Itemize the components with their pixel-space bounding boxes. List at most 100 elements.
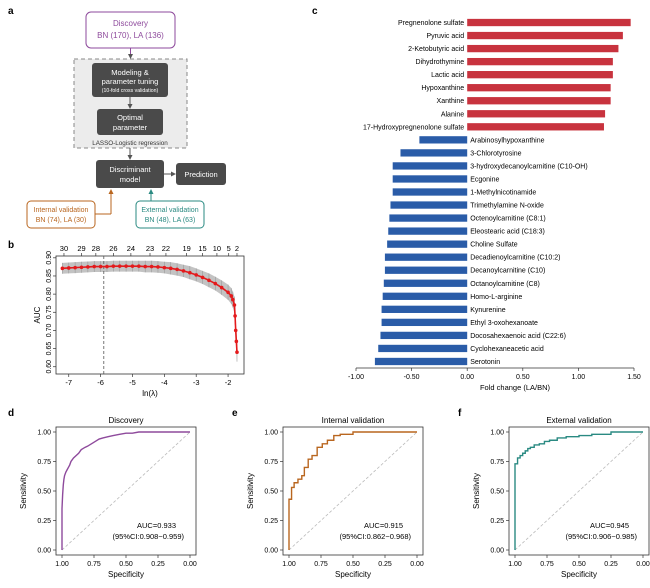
roc-external-chart: External validation 0.00 0.25 0.50 0.75 1.00 1…	[472, 416, 650, 579]
ci-text: (95%CI:0.906−0.985)	[565, 532, 637, 541]
diagonal-reference	[288, 431, 418, 551]
bar	[467, 57, 613, 66]
y-tick-label: 0.75	[46, 305, 53, 319]
chart-title: External validation	[546, 416, 611, 425]
category-label: Decanoylcarnitine (C10)	[470, 268, 545, 275]
bar	[389, 214, 468, 222]
y-tick-label: 0.00	[37, 548, 51, 555]
internal-title: Internal validation	[34, 207, 89, 214]
bar	[392, 162, 468, 170]
lasso-auc-chart: 0.60 0.65 0.70 0.75 0.80 0.85 0.90 -7 -6 -5 -4 -3 -2…	[33, 244, 245, 398]
x-tick-label: 1.50	[627, 374, 641, 381]
bar	[392, 188, 468, 196]
discriminant-box	[96, 160, 164, 188]
auc-text: AUC=0.945	[590, 521, 629, 530]
x-tick-label: 0.50	[346, 561, 360, 568]
category-label: Xanthine	[437, 98, 465, 105]
ci-text: (95%CI:0.908−0.959)	[112, 532, 184, 541]
category-label: Pregnenolone sulfate	[398, 20, 464, 27]
discriminant-line1: Discriminant	[109, 165, 151, 174]
category-label: 17-Hydroxypregnenolone sulfate	[363, 124, 464, 131]
bar	[467, 44, 619, 53]
category-label: Pyruvic acid	[426, 33, 464, 40]
modeling-line1: Modeling &	[111, 68, 149, 77]
external-title: External validation	[141, 207, 198, 214]
top-tick-label: 10	[213, 244, 221, 253]
external-box	[135, 200, 205, 229]
y-tick-label: 0.60	[46, 360, 53, 374]
x-tick-label: 0.50	[572, 561, 586, 568]
roc-internal-chart: Internal validation 0.00 0.25 0.50 0.75 1.00 1…	[246, 416, 424, 579]
y-tick-label: 0.75	[490, 459, 504, 466]
discovery-box	[85, 11, 176, 49]
ci-text: (95%CI:0.862−0.968)	[339, 532, 411, 541]
y-tick-label: 0.25	[490, 518, 504, 525]
top-tick-label: 23	[146, 244, 154, 253]
x-axis-label: Fold change (LA/BN)	[480, 383, 551, 392]
y-tick-label: 0.75	[264, 459, 278, 466]
category-label: Ethyl 3-oxohexanoate	[470, 320, 538, 327]
prediction-box	[176, 163, 226, 185]
bar	[419, 136, 468, 144]
top-tick-label: 15	[198, 244, 206, 253]
y-tick-label: 0.00	[264, 548, 278, 555]
y-tick-label: 1.00	[37, 430, 51, 437]
category-label: Eleostearic acid (C18:3)	[470, 229, 545, 236]
auc-text: AUC=0.933	[137, 521, 176, 530]
bar	[384, 253, 468, 261]
y-tick-label: 0.75	[37, 459, 51, 466]
bar	[467, 71, 613, 79]
top-tick-label: 28	[92, 244, 100, 253]
x-tick-label: -3	[193, 378, 200, 387]
y-tick-label: 1.00	[264, 430, 278, 437]
diagonal-reference	[61, 431, 191, 551]
bar	[384, 266, 468, 274]
x-tick-label: 1.00	[282, 561, 296, 568]
bar	[467, 110, 606, 118]
x-tick-label: 0.50	[516, 374, 530, 381]
y-tick-label: 0.90	[46, 251, 53, 265]
y-tick-label: 0.65	[46, 342, 53, 356]
x-axis-label: Specificity	[335, 570, 371, 579]
optimal-line1: Optimal	[117, 113, 143, 122]
y-tick-label: 0.25	[264, 518, 278, 525]
bar	[467, 18, 631, 27]
y-tick-label: 0.80	[46, 287, 53, 301]
modeling-line3: (10-fold cross validation)	[102, 88, 159, 94]
y-axis-label: Sensitivity	[472, 473, 481, 509]
y-tick-label: 0.50	[37, 489, 51, 496]
auc-text: AUC=0.915	[364, 521, 403, 530]
x-tick-label: 1.00	[508, 561, 522, 568]
category-label: Trimethylamine N-oxide	[470, 203, 544, 210]
roc-curve	[514, 431, 643, 550]
x-tick-label: -5	[129, 378, 136, 387]
y-axis-label: AUC	[33, 306, 42, 323]
category-label: Kynurenine	[470, 307, 506, 314]
x-tick-label: 0.00	[460, 374, 474, 381]
panel-letter-d: d	[8, 408, 14, 419]
external-sub: BN (48), LA (63)	[145, 217, 196, 224]
flowchart: Discovery BN (170), LA (136) Modeling & …	[26, 11, 226, 229]
prediction-label: Prediction	[184, 170, 217, 179]
plot-frame	[55, 255, 245, 375]
top-tick-label: 29	[77, 244, 85, 253]
category-label: 2-Ketobutyric acid	[408, 46, 464, 53]
category-label: Cyclohexaneacetic acid	[470, 346, 544, 353]
category-label: Ecgonine	[470, 176, 499, 183]
category-label: 3-Chlorotyrosine	[470, 150, 521, 157]
category-label: Serotonin	[470, 359, 500, 366]
category-label: Arabinosylhypoxanthine	[470, 137, 544, 144]
bar	[467, 97, 611, 105]
y-tick-label: 0.70	[46, 324, 53, 338]
y-tick-label: 1.00	[490, 430, 504, 437]
discovery-sub: BN (170), LA (136)	[97, 31, 164, 40]
x-tick-label: 0.75	[540, 561, 554, 568]
x-tick-label: -2	[225, 378, 232, 387]
category-label: Homo-L-arginine	[470, 294, 522, 301]
category-label: Octanoylcarnitine (C8)	[470, 281, 540, 288]
top-tick-label: 26	[109, 244, 117, 253]
bar	[467, 123, 604, 131]
x-tick-label: 1.00	[572, 374, 586, 381]
category-label: Decadienoylcarnitine (C10:2)	[470, 255, 560, 262]
